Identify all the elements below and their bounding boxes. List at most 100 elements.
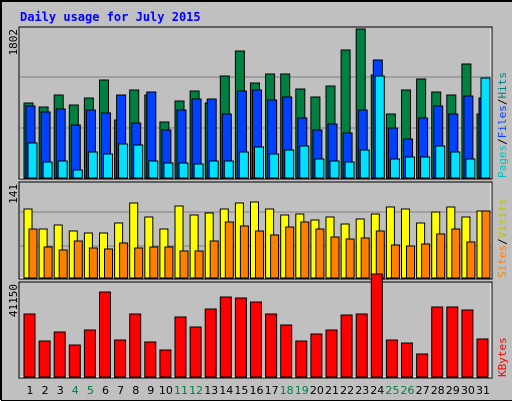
bar-sites: [407, 246, 415, 278]
bar-sites: [210, 241, 218, 278]
bar-sites: [301, 222, 309, 278]
bar-pages: [224, 161, 233, 178]
bar-sites: [240, 226, 248, 278]
bar-sites: [195, 251, 203, 278]
chart-panels: 1802Pages/Files/Hits141Sites/Visits41150…: [7, 27, 509, 378]
x-tick-label: 25: [385, 384, 399, 397]
bar-pages: [285, 150, 294, 178]
bar-sites: [59, 250, 67, 278]
bar-sites: [29, 229, 37, 278]
legend-top: Pages/Files/Hits: [496, 72, 509, 178]
bar-kbytes: [145, 342, 156, 377]
bar-sites: [44, 247, 52, 278]
bar-kbytes: [417, 354, 428, 377]
bar-kbytes: [371, 274, 382, 377]
bar-sites: [105, 249, 113, 278]
bar-sites: [331, 237, 339, 278]
bar-pages: [466, 159, 475, 178]
x-tick-label: 31: [476, 384, 490, 397]
bar-pages: [451, 152, 460, 178]
bar-sites: [346, 239, 354, 278]
panel-bottom: 41150 KBytes: [7, 274, 509, 378]
chart-title: Daily usage for July 2015: [20, 10, 201, 24]
bar-kbytes: [115, 340, 126, 377]
bar-pages: [149, 161, 158, 178]
bar-kbytes: [39, 341, 50, 377]
bar-pages: [345, 162, 354, 178]
bar-kbytes: [175, 317, 186, 377]
bar-sites: [271, 235, 279, 278]
bar-pages: [134, 145, 143, 178]
bar-kbytes: [251, 302, 262, 377]
bar-pages: [43, 162, 52, 178]
bar-pages: [179, 163, 188, 178]
x-tick-label: 6: [102, 384, 109, 397]
bar-pages: [270, 154, 279, 178]
bar-pages: [104, 154, 113, 178]
bar-pages: [481, 78, 490, 178]
legend-entry: /: [496, 99, 509, 106]
bar-sites: [422, 244, 430, 278]
bar-kbytes: [190, 327, 201, 377]
y-max-label: 41150: [7, 284, 20, 317]
bar-kbytes: [24, 314, 35, 377]
bar-pages: [209, 161, 218, 178]
legend-entry: Pages: [496, 145, 509, 178]
bar-pages: [73, 170, 82, 178]
bar-kbytes: [220, 297, 231, 377]
x-tick-label: 17: [265, 384, 279, 397]
bar-kbytes: [130, 314, 141, 377]
x-tick-label: 10: [159, 384, 173, 397]
bar-sites: [391, 245, 399, 278]
y-max-label: 141: [7, 184, 20, 204]
x-tick-label: 4: [72, 384, 79, 397]
bar-pages: [239, 152, 248, 178]
bar-kbytes: [326, 330, 337, 377]
bar-pages: [330, 161, 339, 178]
bar-sites: [256, 231, 264, 278]
x-tick-label: 15: [234, 384, 248, 397]
bar-sites: [361, 238, 369, 278]
x-tick-label: 5: [87, 384, 94, 397]
bar-sites: [135, 248, 143, 278]
x-tick-label: 23: [355, 384, 369, 397]
bar-pages: [300, 146, 309, 178]
x-tick-label: 30: [461, 384, 475, 397]
x-tick-label: 2: [42, 384, 49, 397]
x-tick-label: 14: [219, 384, 233, 397]
x-tick-label: 16: [250, 384, 264, 397]
bar-pages: [119, 144, 128, 178]
bar-kbytes: [205, 309, 216, 377]
legend-entry: Hits: [496, 72, 509, 99]
y-max-label: 1802: [7, 29, 20, 56]
bar-sites: [376, 231, 384, 278]
bar-pages: [436, 146, 445, 178]
x-tick-label: 22: [340, 384, 354, 397]
bar-sites: [120, 243, 128, 278]
bar-sites: [286, 227, 294, 278]
x-tick-label: 9: [147, 384, 154, 397]
bar-sites: [165, 247, 173, 278]
bar-sites: [225, 222, 233, 278]
bar-sites: [467, 242, 475, 278]
bar-pages: [390, 159, 399, 178]
bar-pages: [421, 157, 430, 178]
bar-kbytes: [386, 340, 397, 377]
bar-sites: [74, 241, 82, 278]
x-tick-label: 13: [204, 384, 218, 397]
bar-kbytes: [54, 332, 65, 377]
x-tick-label: 12: [189, 384, 203, 397]
x-tick-label: 26: [401, 384, 415, 397]
legend-bottom: KBytes: [496, 337, 509, 377]
bar-kbytes: [402, 343, 413, 377]
bar-pages: [375, 76, 384, 178]
x-tick-label: 29: [446, 384, 460, 397]
bar-kbytes: [281, 325, 292, 377]
bar-sites: [89, 248, 97, 278]
bar-kbytes: [160, 350, 171, 377]
x-tick-label: 20: [310, 384, 324, 397]
